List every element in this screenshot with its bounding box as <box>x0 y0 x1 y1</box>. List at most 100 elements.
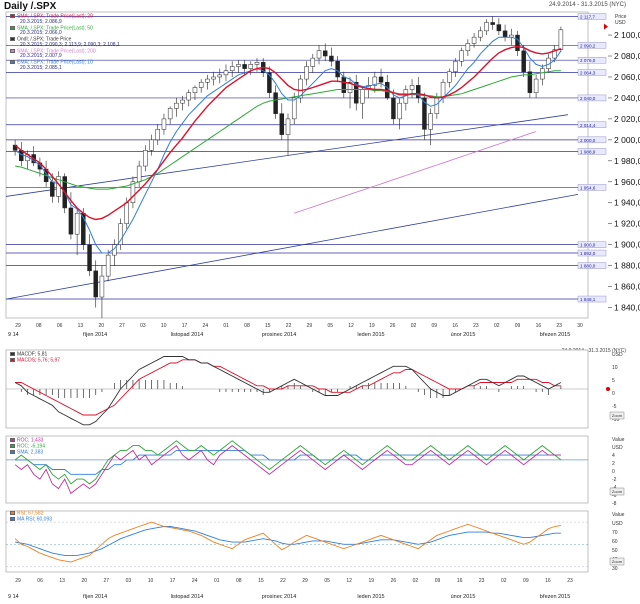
legend-entry[interactable]: MACDS; 5,76; 5,97 <box>10 357 60 364</box>
candle-body[interactable] <box>353 81 359 104</box>
candle-body[interactable] <box>50 181 55 197</box>
candle-body[interactable] <box>304 66 309 80</box>
candle-body[interactable] <box>118 223 123 245</box>
candle-body[interactable] <box>167 108 173 120</box>
zoom-button[interactable] <box>609 557 625 566</box>
candle-body[interactable] <box>428 113 433 130</box>
candle-body[interactable] <box>298 78 303 99</box>
candle-body[interactable] <box>267 72 272 93</box>
candle-body[interactable] <box>397 102 402 120</box>
candle-body[interactable] <box>205 78 210 83</box>
candle-body[interactable] <box>322 50 328 57</box>
candle-body[interactable] <box>341 76 347 93</box>
candle-body[interactable] <box>136 165 142 183</box>
legend-entry[interactable]: MACDF; 5,81 <box>10 352 60 358</box>
candle-body[interactable] <box>174 102 179 109</box>
candle-body[interactable] <box>360 89 365 104</box>
candle-body[interactable] <box>502 30 508 38</box>
candle-body[interactable] <box>248 64 254 69</box>
candle-body[interactable] <box>478 30 483 38</box>
candle-body[interactable] <box>447 71 452 83</box>
candle-body[interactable] <box>155 129 160 141</box>
candle-body[interactable] <box>484 22 489 32</box>
candle-body[interactable] <box>471 36 477 44</box>
candle-body[interactable] <box>211 76 216 80</box>
zoom-button[interactable] <box>609 487 625 496</box>
chart-title: Daily /.SPX <box>4 1 57 12</box>
x-tick-label-bottom: 23 <box>479 578 485 584</box>
macd-axis-label: 5 <box>612 378 615 384</box>
candle-body[interactable] <box>465 43 471 52</box>
candle-body[interactable] <box>74 212 80 235</box>
x-tick-label: 17 <box>182 323 188 329</box>
candle-body[interactable] <box>409 85 415 90</box>
legend-swatch <box>10 14 15 18</box>
candle-body[interactable] <box>161 118 167 130</box>
candle-body[interactable] <box>533 78 539 93</box>
x-tick-label-bottom: 09 <box>523 578 529 584</box>
x-tick-label: 12 <box>348 323 354 329</box>
price-tick-label: 2 040,0 <box>614 93 640 103</box>
candle-body[interactable] <box>99 275 105 298</box>
candle-body[interactable] <box>279 113 285 135</box>
candle-body[interactable] <box>291 97 297 120</box>
candle-body[interactable] <box>422 97 427 130</box>
candle-body[interactable] <box>316 50 322 59</box>
candle-body[interactable] <box>87 244 92 272</box>
roc-green-line <box>14 440 562 485</box>
candle-body[interactable] <box>391 97 396 120</box>
candle-body[interactable] <box>527 71 533 93</box>
legend-entry[interactable]: Ondl; /.SPX; Trade Price <box>10 37 120 43</box>
candle-body[interactable] <box>93 270 98 298</box>
candle-body[interactable] <box>273 92 278 114</box>
candle-body[interactable] <box>130 181 136 203</box>
candle-body[interactable] <box>378 76 384 83</box>
candle-body[interactable] <box>335 61 340 78</box>
candle-body[interactable] <box>229 66 235 71</box>
legend-entry[interactable]: SMA; /.SPX; Trade Price(Last); 200 <box>10 48 120 55</box>
candle-body[interactable] <box>236 64 241 67</box>
candle-body[interactable] <box>440 81 446 99</box>
legend-entry[interactable]: ROC; 1,433 <box>10 438 45 444</box>
candle-body[interactable] <box>329 55 334 62</box>
candle-body[interactable] <box>192 87 198 93</box>
candle-body[interactable] <box>68 207 74 235</box>
candle-body[interactable] <box>143 150 148 167</box>
candle-body[interactable] <box>105 254 111 277</box>
legend-entry[interactable]: SMA; 2,383 <box>10 449 45 456</box>
legend-entry[interactable]: SMA; /.SPX; Trade Price(Last); 20 <box>10 14 120 20</box>
candle-body[interactable] <box>372 76 378 86</box>
candle-body[interactable] <box>434 97 440 114</box>
candle-body[interactable] <box>254 62 260 65</box>
candle-body[interactable] <box>149 139 154 151</box>
month-label-bottom: listopad 2014 <box>171 594 204 600</box>
candle-body[interactable] <box>186 92 191 101</box>
candle-body[interactable] <box>124 202 129 224</box>
candle-body[interactable] <box>515 34 520 52</box>
level-tag <box>577 148 607 155</box>
zoom-button[interactable] <box>609 411 625 420</box>
candle-body[interactable] <box>496 24 502 32</box>
candle-body[interactable] <box>552 49 557 59</box>
candle-body[interactable] <box>285 118 291 135</box>
candle-body[interactable] <box>459 50 464 62</box>
legend-entry[interactable]: RSI; 67,582 <box>10 511 52 517</box>
candle-body[interactable] <box>453 61 458 72</box>
candle-body[interactable] <box>490 22 495 25</box>
candle-body[interactable] <box>540 68 545 80</box>
candle-body[interactable] <box>198 81 204 88</box>
candle-body[interactable] <box>558 29 564 50</box>
legend-entry[interactable]: ROC; -6,194 <box>10 443 45 450</box>
candle-body[interactable] <box>310 57 316 67</box>
candle-body[interactable] <box>521 50 526 72</box>
candle-body[interactable] <box>180 99 185 104</box>
legend-entry[interactable]: SMA; /.SPX; Trade Price(Last); 50 <box>10 25 120 32</box>
candle-body[interactable] <box>242 64 247 69</box>
candle-body[interactable] <box>217 74 223 78</box>
legend-entry[interactable]: EMA; /.SPX; Trade Price(Last); 10 <box>10 60 120 66</box>
candle-body[interactable] <box>223 70 229 76</box>
candle-body[interactable] <box>416 85 421 99</box>
candle-body[interactable] <box>347 81 353 93</box>
legend-entry[interactable]: MA RSI; 60,093 <box>10 516 52 523</box>
